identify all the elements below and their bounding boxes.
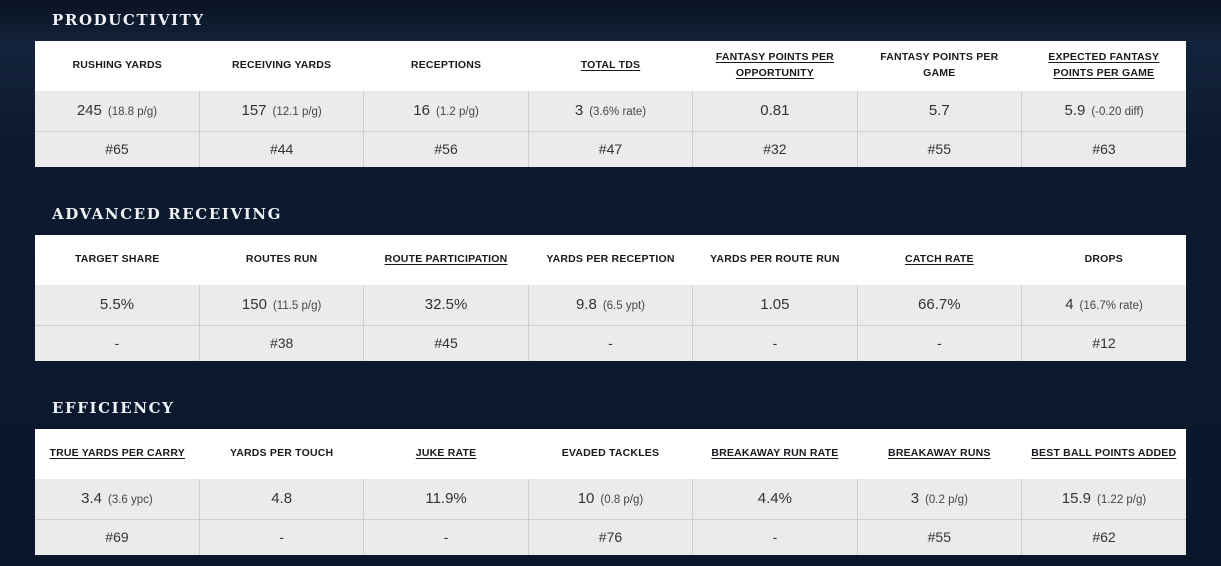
col-header-best-ball-points-added[interactable]: BEST BALL POINTS ADDED xyxy=(1021,429,1186,479)
stat-value-cell: 4 (16.7% rate) xyxy=(1021,285,1186,326)
col-header-evaded-tackles: EVADED TACKLES xyxy=(528,429,693,479)
col-header-fantasy-points-per-game: FANTASY POINTS PER GAME xyxy=(857,41,1022,91)
col-header-yards-per-route-run: YARDS PER ROUTE RUN xyxy=(692,235,858,285)
header-row: RUSHING YARDS RECEIVING YARDS RECEPTIONS… xyxy=(35,41,1186,91)
col-header-drops: DROPS xyxy=(1021,235,1186,285)
stat-rank-cell: #76 xyxy=(527,519,693,555)
col-header-target-share: TARGET SHARE xyxy=(35,235,200,285)
col-header-receptions: RECEPTIONS xyxy=(363,41,529,91)
col-header-breakaway-runs[interactable]: BREAKAWAY RUNS xyxy=(857,429,1022,479)
ranks-row: #69 - - #76 - #55 #62 xyxy=(35,519,1186,555)
stat-rank-cell: #65 xyxy=(35,131,200,167)
col-header-catch-rate[interactable]: CATCH RATE xyxy=(857,235,1022,285)
ranks-row: - #38 #45 - - - #12 xyxy=(35,325,1186,361)
advanced-receiving-table: TARGET SHARE ROUTES RUN ROUTE PARTICIPAT… xyxy=(35,235,1186,361)
stat-rank-cell: #55 xyxy=(856,519,1022,555)
stat-rank-cell: - xyxy=(527,325,693,361)
section-title-efficiency: EFFICIENCY xyxy=(52,399,175,417)
stat-value-cell: 9.8 (6.5 ypt) xyxy=(527,285,693,326)
stat-value-cell: 3 (0.2 p/g) xyxy=(856,479,1022,520)
section-productivity: PRODUCTIVITY RUSHING YARDS RECEIVING YAR… xyxy=(35,11,1186,167)
header-row: TARGET SHARE ROUTES RUN ROUTE PARTICIPAT… xyxy=(35,235,1186,285)
col-header-total-tds[interactable]: TOTAL TDS xyxy=(528,41,693,91)
stat-value-cell: 16 (1.2 p/g) xyxy=(363,91,529,132)
stat-value-cell: 150 (11.5 p/g) xyxy=(198,285,364,326)
stat-rank-cell: #12 xyxy=(1021,325,1186,361)
stat-rank-cell: - xyxy=(692,519,858,555)
stat-rank-cell: #47 xyxy=(527,131,693,167)
stat-rank-cell: #32 xyxy=(692,131,858,167)
stat-rank-cell: #62 xyxy=(1021,519,1186,555)
stat-rank-cell: - xyxy=(363,519,529,555)
stat-value-cell: 15.9 (1.22 p/g) xyxy=(1021,479,1186,520)
section-title-advanced-receiving: ADVANCED RECEIVING xyxy=(52,205,283,223)
stat-value-cell: 32.5% xyxy=(363,285,529,326)
stat-rank-cell: #44 xyxy=(198,131,364,167)
stat-value-cell: 4.4% xyxy=(692,479,858,520)
stat-rank-cell: #69 xyxy=(35,519,200,555)
values-row: 245 (18.8 p/g) 157 (12.1 p/g) 16 (1.2 p/g) … xyxy=(35,91,1186,132)
stat-value-cell: 11.9% xyxy=(363,479,529,520)
col-header-juke-rate[interactable]: JUKE RATE xyxy=(363,429,529,479)
col-header-route-participation[interactable]: ROUTE PARTICIPATION xyxy=(363,235,529,285)
stat-rank-cell: - xyxy=(692,325,858,361)
stat-rank-cell: #45 xyxy=(363,325,529,361)
col-header-breakaway-run-rate[interactable]: BREAKAWAY RUN RATE xyxy=(692,429,858,479)
col-header-fantasy-points-per-opportunity[interactable]: FANTASY POINTS PER OPPORTUNITY xyxy=(692,41,858,91)
stat-value-cell: 157 (12.1 p/g) xyxy=(198,91,364,132)
stat-rank-cell: - xyxy=(35,325,200,361)
stat-rank-cell: - xyxy=(856,325,1022,361)
productivity-table: RUSHING YARDS RECEIVING YARDS RECEPTIONS… xyxy=(35,41,1186,167)
section-advanced-receiving: ADVANCED RECEIVING TARGET SHARE ROUTES R… xyxy=(35,205,1186,361)
stat-value-cell: 5.9 (-0.20 diff) xyxy=(1021,91,1186,132)
stat-rank-cell: - xyxy=(198,519,364,555)
stat-value-cell: 10 (0.8 p/g) xyxy=(527,479,693,520)
stat-rank-cell: #63 xyxy=(1021,131,1186,167)
stat-value-cell: 4.8 xyxy=(198,479,364,520)
stat-rank-cell: #56 xyxy=(363,131,529,167)
stat-value-cell: 245 (18.8 p/g) xyxy=(35,91,200,132)
col-header-receiving-yards: RECEIVING YARDS xyxy=(199,41,364,91)
col-header-routes-run: ROUTES RUN xyxy=(199,235,364,285)
stat-rank-cell: #38 xyxy=(198,325,364,361)
stat-value-cell: 3 (3.6% rate) xyxy=(527,91,693,132)
stat-rank-cell: #55 xyxy=(856,131,1022,167)
stat-value-cell: 0.81 xyxy=(692,91,858,132)
section-efficiency: EFFICIENCY TRUE YARDS PER CARRY YARDS PE… xyxy=(35,399,1186,555)
section-title-productivity: PRODUCTIVITY xyxy=(52,11,205,29)
stat-value-cell: 5.5% xyxy=(35,285,200,326)
stat-value-cell: 1.05 xyxy=(692,285,858,326)
col-header-rushing-yards: RUSHING YARDS xyxy=(35,41,200,91)
values-row: 5.5% 150 (11.5 p/g) 32.5% 9.8 (6.5 ypt) 1.… xyxy=(35,285,1186,326)
col-header-expected-fantasy-points-per-game[interactable]: EXPECTED FANTASY POINTS PER GAME xyxy=(1021,41,1186,91)
col-header-yards-per-reception: YARDS PER RECEPTION xyxy=(528,235,693,285)
header-row: TRUE YARDS PER CARRY YARDS PER TOUCH JUK… xyxy=(35,429,1186,479)
col-header-yards-per-touch: YARDS PER TOUCH xyxy=(199,429,364,479)
stat-value-cell: 66.7% xyxy=(856,285,1022,326)
stat-value-cell: 5.7 xyxy=(856,91,1022,132)
stat-value-cell: 3.4 (3.6 ypc) xyxy=(35,479,200,520)
efficiency-table: TRUE YARDS PER CARRY YARDS PER TOUCH JUK… xyxy=(35,429,1186,555)
ranks-row: #65 #44 #56 #47 #32 #55 #63 xyxy=(35,131,1186,167)
values-row: 3.4 (3.6 ypc) 4.8 11.9% 10 (0.8 p/g) 4.4% … xyxy=(35,479,1186,520)
col-header-true-yards-per-carry[interactable]: TRUE YARDS PER CARRY xyxy=(35,429,200,479)
